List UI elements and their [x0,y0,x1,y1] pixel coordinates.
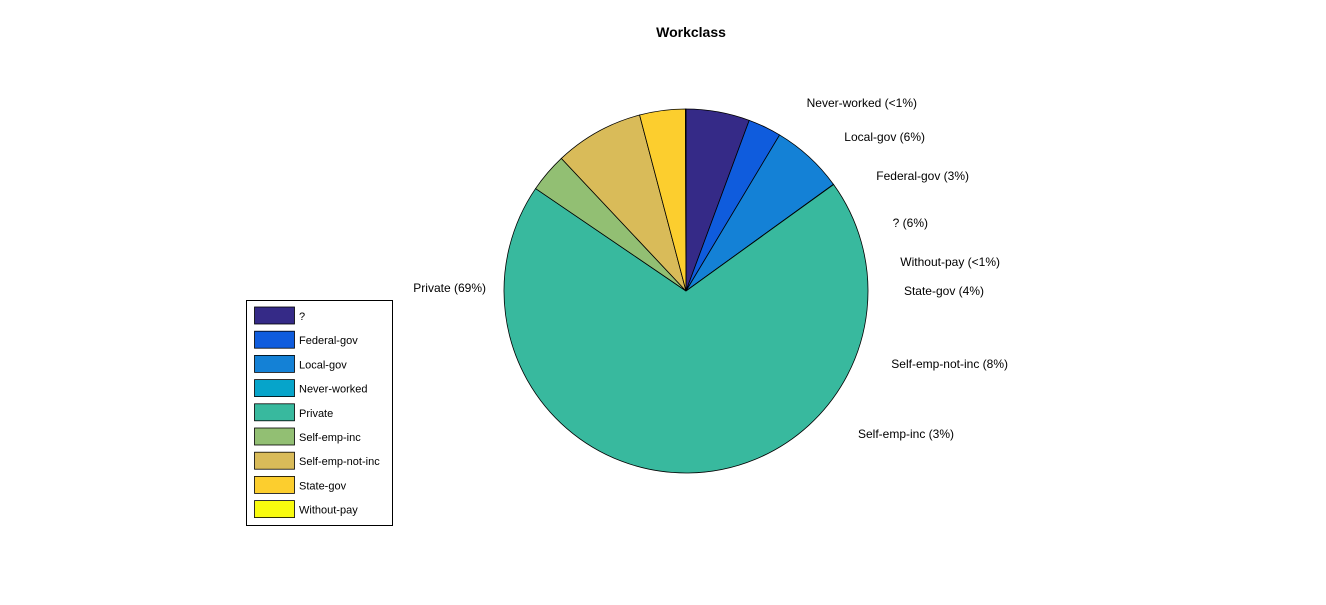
legend-label: Self-emp-not-inc [299,456,380,468]
slice-labels: ? (6%) Federal-gov (3%) Local-gov (6%) Neve… [413,96,1008,441]
pie-slice-private [503,183,869,474]
legend-label: State-gov [299,480,347,492]
slice-label: Never-worked (<1%) [807,96,917,110]
legend-swatch [254,427,295,446]
legend-swatch [254,379,295,398]
slice-label: Federal-gov (3%) [876,169,969,183]
pie-slice-self-emp-not-inc [560,114,687,292]
legend-swatch [254,354,295,373]
legend-swatch [254,330,295,349]
legend-label: Private [299,408,333,420]
slice-label: Private (69%) [413,281,486,295]
legend-label: Local-gov [299,359,347,371]
slice-label: Without-pay (<1%) [900,255,1000,269]
legend-label: Self-emp-inc [299,432,361,444]
legend-label: Without-pay [299,505,358,517]
slice-label: Self-emp-not-inc (8%) [891,357,1008,371]
pie-slice-without-pay [685,108,687,292]
legend-swatch [254,306,295,325]
legend-swatch [254,403,295,422]
legend: ? Federal-gov Local-gov Never-worked Private… [246,300,393,526]
pie-slices [503,108,869,474]
legend-label: Federal-gov [299,335,358,347]
slice-label: ? (6%) [893,216,928,230]
legend-swatch [254,451,295,470]
chart-title: Workclass [656,24,726,40]
legend-label: ? [299,311,305,323]
legend-swatch [254,500,295,519]
slice-label: Local-gov (6%) [844,130,925,144]
legend-swatch [254,475,295,494]
slice-label: Self-emp-inc (3%) [858,427,954,441]
legend-label: Never-worked [299,384,367,396]
slice-label: State-gov (4%) [904,284,984,298]
